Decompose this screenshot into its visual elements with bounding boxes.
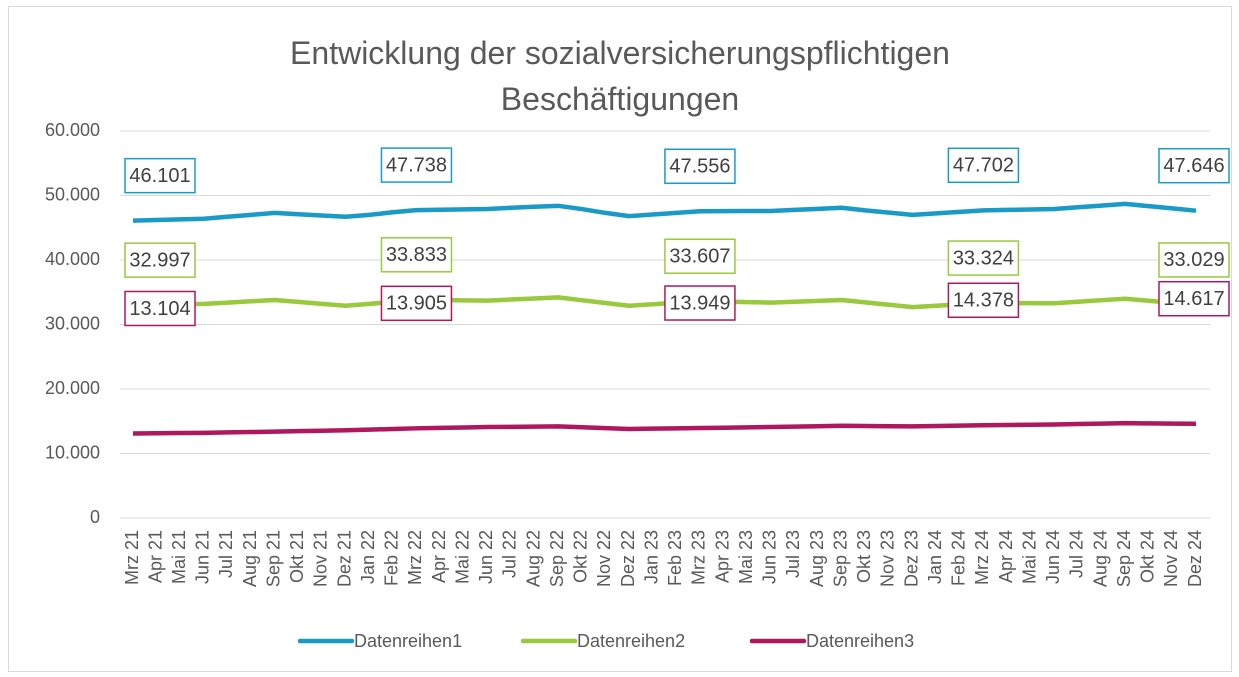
- data-label-box: [1158, 242, 1230, 278]
- data-label-box: [1158, 147, 1230, 184]
- x-tick-label: Dez 23: [901, 530, 921, 587]
- data-label: 47.556: [669, 156, 730, 178]
- x-tick-label: Okt 24: [1138, 530, 1158, 583]
- legend-label: Datenreihen2: [577, 631, 685, 651]
- x-tick-label: Aug 22: [523, 530, 543, 587]
- data-label-box: [947, 282, 1020, 319]
- x-tick-label: Mai 22: [452, 530, 472, 584]
- x-tick-label: Jun 23: [760, 530, 780, 584]
- x-tick-label: Okt 23: [854, 530, 874, 583]
- x-tick-label: Jan 23: [641, 530, 661, 584]
- data-label-box: [124, 157, 196, 194]
- y-tick-label: 10.000: [45, 442, 100, 462]
- legend-label: Datenreihen1: [354, 631, 462, 651]
- y-tick-label: 40.000: [45, 249, 100, 269]
- data-label-box: [664, 285, 736, 321]
- series-line: [132, 420, 1197, 436]
- y-tick-label: 60.000: [45, 120, 100, 140]
- x-tick-label: Mrz 22: [405, 530, 425, 585]
- x-tick-label: Jan 22: [358, 530, 378, 584]
- x-tick-label: Sep 23: [830, 530, 850, 587]
- x-tick-label: Nov 24: [1161, 530, 1181, 587]
- data-label-box: [664, 238, 736, 274]
- data-label-box: [947, 240, 1020, 276]
- data-label-box: [1158, 280, 1230, 317]
- x-tick-label: Apr 23: [712, 530, 732, 583]
- data-label: 47.738: [386, 154, 447, 176]
- x-tick-label: Aug 23: [807, 530, 827, 587]
- data-label-box: [947, 147, 1020, 184]
- x-tick-label: Aug 21: [240, 530, 260, 587]
- x-tick-label: Dez 24: [1185, 530, 1205, 587]
- data-label: 33.029: [1163, 249, 1224, 271]
- x-tick-label: Feb 23: [665, 530, 685, 586]
- legend-label: Datenreihen3: [806, 631, 914, 651]
- x-tick-label: Mai 21: [169, 530, 189, 584]
- x-tick-label: Apr 24: [996, 530, 1016, 583]
- data-label-box: [124, 290, 196, 327]
- chart-frame: [8, 6, 1232, 672]
- x-tick-label: Nov 23: [878, 530, 898, 587]
- x-tick-label: Sep 22: [547, 530, 567, 587]
- x-tick-label: Feb 22: [382, 530, 402, 586]
- y-tick-label: 0: [90, 507, 100, 527]
- x-tick-label: Feb 24: [949, 530, 969, 586]
- data-label: 14.617: [1163, 288, 1224, 310]
- x-tick-label: Apr 22: [429, 530, 449, 583]
- x-tick-label: Apr 21: [145, 530, 165, 583]
- chart-title: Entwicklung der sozialversicherungspflic…: [290, 35, 950, 117]
- y-tick-label: 20.000: [45, 378, 100, 398]
- data-label-box: [664, 148, 736, 185]
- data-label: 47.646: [1163, 155, 1224, 177]
- x-tick-label: Okt 22: [571, 530, 591, 583]
- data-label: 46.101: [129, 165, 190, 187]
- x-tick-label: Nov 21: [311, 530, 331, 587]
- y-tick-label: 50.000: [45, 184, 100, 204]
- x-tick-label: Mrz 23: [689, 530, 709, 585]
- x-tick-label: Mai 23: [736, 530, 756, 584]
- x-tick-label: Jun 22: [476, 530, 496, 584]
- x-tick-label: Dez 21: [334, 530, 354, 587]
- x-tick-label: Okt 21: [287, 530, 307, 583]
- x-tick-label: Jan 24: [925, 530, 945, 584]
- x-tick-label: Jul 21: [216, 530, 236, 578]
- y-tick-label: 30.000: [45, 313, 100, 333]
- data-label-box: [380, 147, 453, 183]
- data-label-box: [380, 285, 453, 322]
- data-label: 33.833: [386, 244, 447, 266]
- data-label: 14.378: [953, 290, 1014, 312]
- x-tick-label: Mrz 24: [972, 530, 992, 585]
- x-tick-label: Jun 21: [193, 530, 213, 584]
- x-tick-label: Sep 24: [1114, 530, 1134, 587]
- x-tick-label: Jul 22: [500, 530, 520, 578]
- data-label: 32.997: [129, 249, 190, 271]
- series-line: [132, 201, 1197, 223]
- x-tick-label: Mai 24: [1019, 530, 1039, 584]
- data-label: 33.607: [669, 246, 730, 268]
- x-tick-label: Jul 23: [783, 530, 803, 578]
- data-label: 13.905: [386, 293, 447, 315]
- x-tick-label: Mrz 21: [122, 530, 142, 585]
- data-label: 33.324: [953, 247, 1014, 269]
- data-label: 47.702: [953, 155, 1014, 177]
- data-label-box: [124, 242, 196, 278]
- x-tick-label: Aug 24: [1090, 530, 1110, 587]
- x-tick-label: Sep 21: [263, 530, 283, 587]
- data-label-box: [380, 237, 453, 273]
- x-tick-label: Nov 22: [594, 530, 614, 587]
- x-tick-label: Dez 22: [618, 530, 638, 587]
- data-label: 13.104: [129, 298, 190, 320]
- x-tick-label: Jun 24: [1043, 530, 1063, 584]
- x-tick-label: Jul 24: [1067, 530, 1087, 578]
- data-label: 13.949: [669, 292, 730, 314]
